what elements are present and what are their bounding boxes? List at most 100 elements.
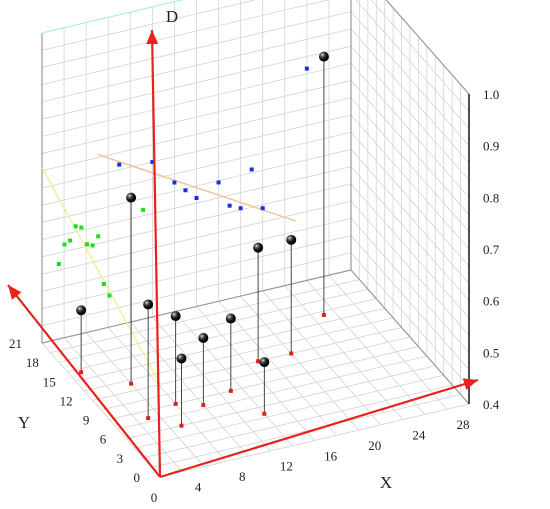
xz-projection-marker <box>216 180 221 185</box>
frame-right-bottom <box>350 269 470 405</box>
y-tick-label: 3 <box>117 451 124 466</box>
data-point <box>253 242 264 253</box>
xz-projection-marker <box>227 203 232 208</box>
yz-projection-marker <box>107 293 112 298</box>
data-point <box>225 313 236 324</box>
yz-projection-marker <box>68 238 73 243</box>
floor-projection-marker <box>228 388 233 393</box>
right-wall-grid-line <box>350 28 470 164</box>
x-tick-label: 24 <box>412 427 426 442</box>
back-wall-grid-line <box>41 149 352 223</box>
back-wall-grid-line <box>41 62 352 137</box>
frame-right-top <box>385 0 470 95</box>
yz-projection-marker <box>73 224 78 229</box>
y-axis-arrowhead <box>8 285 22 300</box>
z-tick-label: 0.7 <box>483 242 500 257</box>
frame-back-bottom <box>41 269 352 344</box>
x-tick-label: 16 <box>324 448 338 463</box>
data-point <box>318 51 329 62</box>
grid-lines <box>41 0 470 478</box>
right-wall-grid-line <box>350 252 470 388</box>
yz-trend-line <box>41 166 161 385</box>
floor-grid-line <box>117 355 427 430</box>
right-wall-grid-line <box>350 45 470 181</box>
back-wall-grid-line <box>41 235 352 309</box>
floor-grid-line <box>50 279 360 353</box>
z-tick-label: 1.0 <box>483 87 499 102</box>
x-tick-label: 20 <box>368 438 381 453</box>
back-wall-grid-line <box>41 252 352 327</box>
floor-grid-line <box>126 365 436 440</box>
x-tick-label: 0 <box>151 490 158 505</box>
x-tick-label: 8 <box>239 469 246 484</box>
back-wall-grid-line <box>41 114 352 189</box>
y-tick-label: 15 <box>43 374 56 389</box>
floor-grid-line <box>159 403 470 478</box>
back-wall-grid-line <box>41 97 352 172</box>
floor-grid-line <box>84 317 394 392</box>
xz-projection-marker <box>249 167 254 172</box>
y-tick-label: 12 <box>60 393 73 408</box>
data-points <box>76 51 329 368</box>
z-tick-label: 0.9 <box>483 139 499 154</box>
right-wall-grid-line <box>370 0 470 112</box>
right-wall-grid-line <box>350 183 470 319</box>
right-wall-grid-line <box>350 131 470 267</box>
y-tick-label: 18 <box>26 355 39 370</box>
floor-projection-marker <box>262 411 267 416</box>
axis-title-d: D <box>166 7 178 26</box>
floor-grid-line <box>67 298 377 373</box>
yz-projection-marker <box>79 225 84 230</box>
floor-grid-line <box>100 336 411 411</box>
projection-markers <box>56 66 309 298</box>
x-axis-line <box>159 378 479 479</box>
floor-grid-line <box>151 394 461 468</box>
y-tick-label: 0 <box>134 470 141 485</box>
data-point <box>259 357 270 368</box>
z-tick-label: 0.6 <box>483 294 500 309</box>
right-wall-grid-line <box>350 218 470 353</box>
right-wall-grid-line <box>350 97 470 233</box>
yz-projection-marker <box>56 261 61 266</box>
tick-labels: 04812162024280369121518210.40.50.60.70.8… <box>9 87 500 505</box>
y-tick-label: 9 <box>83 413 90 428</box>
right-wall-grid-line <box>350 11 470 146</box>
frame-back-top <box>41 0 185 34</box>
x-tick-label: 12 <box>280 459 293 474</box>
right-wall-grid-line <box>350 114 470 250</box>
data-point <box>76 305 87 316</box>
back-wall-grid-line <box>41 0 257 51</box>
right-wall-grid-line <box>350 149 470 284</box>
x-tick-label: 28 <box>457 417 470 432</box>
right-wall-grid-line <box>350 235 470 370</box>
yz-projection-marker <box>96 234 101 239</box>
yz-projection-marker <box>84 242 89 247</box>
floor-projection-marker <box>256 359 261 364</box>
yz-projection-marker <box>62 242 67 247</box>
right-wall-grid-line <box>350 80 470 215</box>
right-wall-grid-line <box>355 0 470 129</box>
xz-projection-marker <box>304 66 309 71</box>
z-tick-label: 0.8 <box>483 190 499 205</box>
xz-projection-marker <box>172 180 177 185</box>
y-axis-line <box>7 284 161 478</box>
xz-projection-marker <box>260 206 265 211</box>
z-axis-line <box>150 29 162 478</box>
frame-lines <box>41 0 470 405</box>
data-point <box>143 299 154 310</box>
back-wall-grid-line <box>41 166 352 241</box>
floor-projection-marker <box>79 370 84 375</box>
y-tick-label: 6 <box>100 432 107 447</box>
floor-projection-marker <box>129 381 134 386</box>
data-point <box>170 311 181 322</box>
floor-projection-marker <box>179 423 184 428</box>
floor-projection-marker <box>321 312 326 317</box>
yz-projection-marker <box>141 207 146 212</box>
z-tick-label: 0.4 <box>483 397 500 412</box>
yz-projection-marker <box>101 282 106 287</box>
x-axis-arrowhead <box>462 378 478 390</box>
back-wall-grid-line <box>41 45 352 120</box>
y-tick-label: 21 <box>9 336 22 351</box>
floor-grid-line <box>143 384 453 459</box>
back-wall-grid-line <box>41 0 330 68</box>
